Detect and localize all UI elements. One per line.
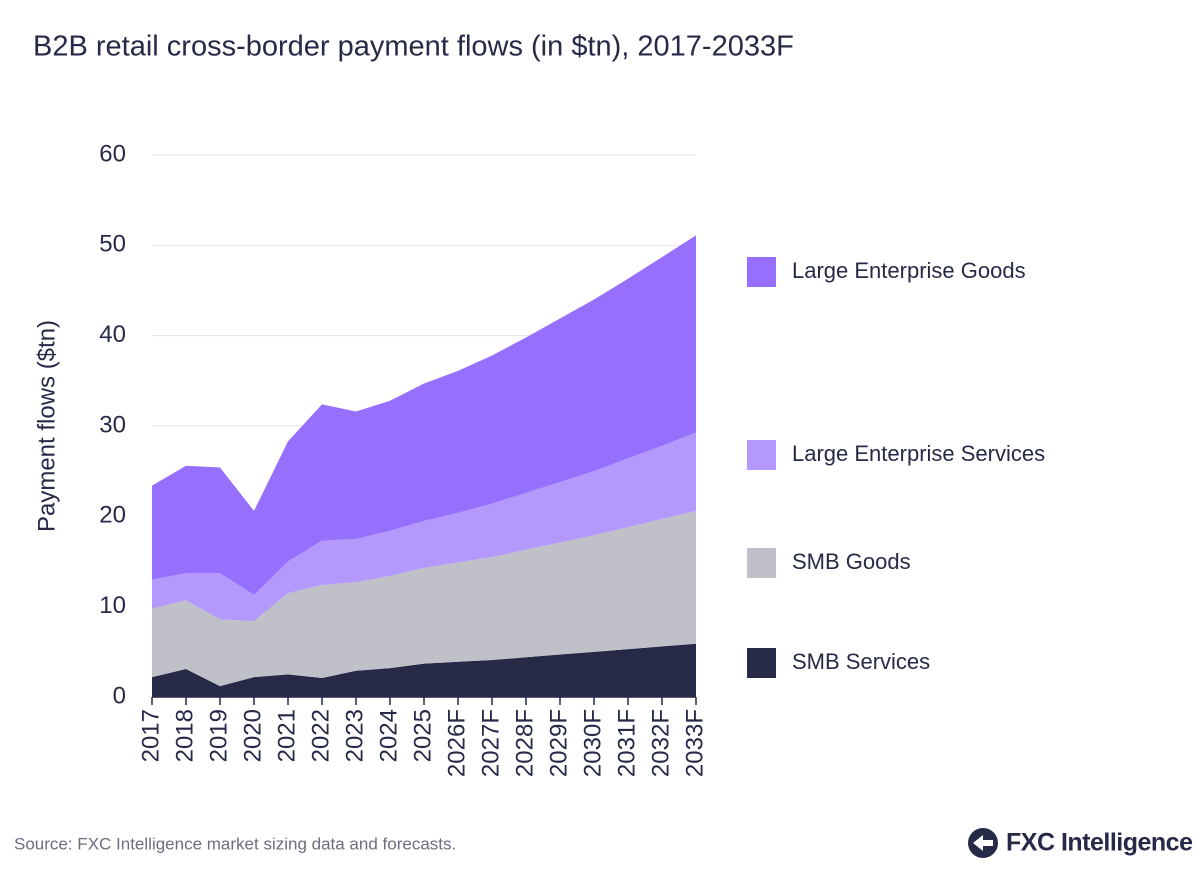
x-tick-label: 2019 [205, 709, 232, 762]
x-tick-label: 2028F [511, 709, 538, 777]
legend-label: SMB Services [792, 649, 930, 674]
legend-label: Large Enterprise Goods [792, 258, 1026, 283]
y-tick-label: 30 [99, 411, 126, 438]
y-tick-label: 10 [99, 592, 126, 619]
x-tick-label: 2025 [409, 709, 436, 762]
x-tick-label: 2026F [443, 709, 470, 777]
x-tick-label: 2023 [341, 709, 368, 762]
x-tick-label: 2018 [171, 709, 198, 762]
legend-label: SMB Goods [792, 549, 911, 574]
logo-arrow [973, 835, 993, 851]
area [152, 235, 696, 595]
x-tick-label: 2033F [681, 709, 708, 777]
x-tick-label: 2022 [307, 709, 334, 762]
legend-swatch [747, 440, 776, 470]
legend-swatch [747, 257, 776, 287]
x-tick-label: 2030F [579, 709, 606, 777]
y-tick-label: 50 [99, 231, 126, 258]
brand-name: FXC Intelligence [1006, 829, 1193, 857]
legend-swatch [747, 648, 776, 678]
y-axis-label: Payment flows ($tn) [33, 320, 60, 532]
area [152, 643, 696, 697]
y-tick-label: 20 [99, 502, 126, 529]
x-tick-label: 2027F [477, 709, 504, 777]
y-tick-label: 0 [113, 682, 126, 709]
y-tick-label: 60 [99, 140, 126, 167]
legend-label: Large Enterprise Services [792, 441, 1045, 466]
brand-logo: FXC Intelligence [968, 828, 1194, 858]
area [152, 432, 696, 622]
area [152, 510, 696, 687]
y-tick-label: 40 [99, 321, 126, 348]
x-tick-label: 2020 [239, 709, 266, 762]
x-tick-label: 2024 [375, 709, 402, 762]
x-tick-label: 2017 [137, 709, 164, 762]
x-tick-label: 2031F [613, 709, 640, 777]
x-tick-label: 2032F [647, 709, 674, 777]
legend-swatch [747, 548, 776, 578]
x-tick-label: 2029F [545, 709, 572, 777]
source-note: Source: FXC Intelligence market sizing d… [14, 834, 456, 853]
chart-title: B2B retail cross-border payment flows (i… [33, 31, 794, 63]
x-tick-label: 2021 [273, 709, 300, 762]
